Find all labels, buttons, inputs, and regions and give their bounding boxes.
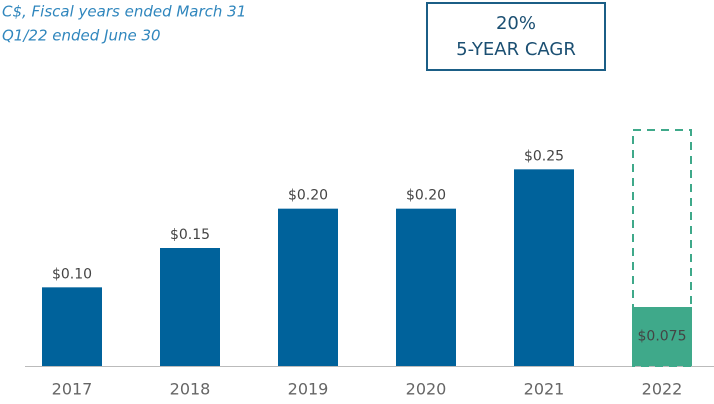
value-label: $0.075 — [638, 329, 687, 345]
note: Q1/22 ended June 30 — [2, 27, 161, 45]
x-tick-label: 2017 — [52, 380, 93, 399]
value-label: $0.20 — [406, 188, 446, 204]
callout-value: 20% — [496, 13, 536, 34]
bar — [632, 307, 692, 366]
x-tick-label: 2018 — [170, 380, 211, 399]
x-tick-label: 2019 — [288, 380, 329, 399]
x-tick-label: 2021 — [524, 380, 565, 399]
value-label: $0.15 — [170, 227, 210, 243]
callout-box — [426, 2, 606, 71]
bar — [42, 287, 102, 366]
note: C$, Fiscal years ended March 31 — [2, 3, 246, 21]
x-tick-label: 2020 — [406, 380, 447, 399]
bar — [396, 208, 456, 366]
bar — [160, 248, 220, 366]
bar — [514, 169, 574, 366]
value-label: $0.25 — [524, 148, 564, 164]
value-label: $0.20 — [288, 188, 328, 204]
value-label: $0.10 — [52, 266, 92, 282]
x-tick-label: 2022 — [642, 380, 683, 399]
callout-label: 5-YEAR CAGR — [456, 39, 576, 60]
bar — [278, 208, 338, 366]
